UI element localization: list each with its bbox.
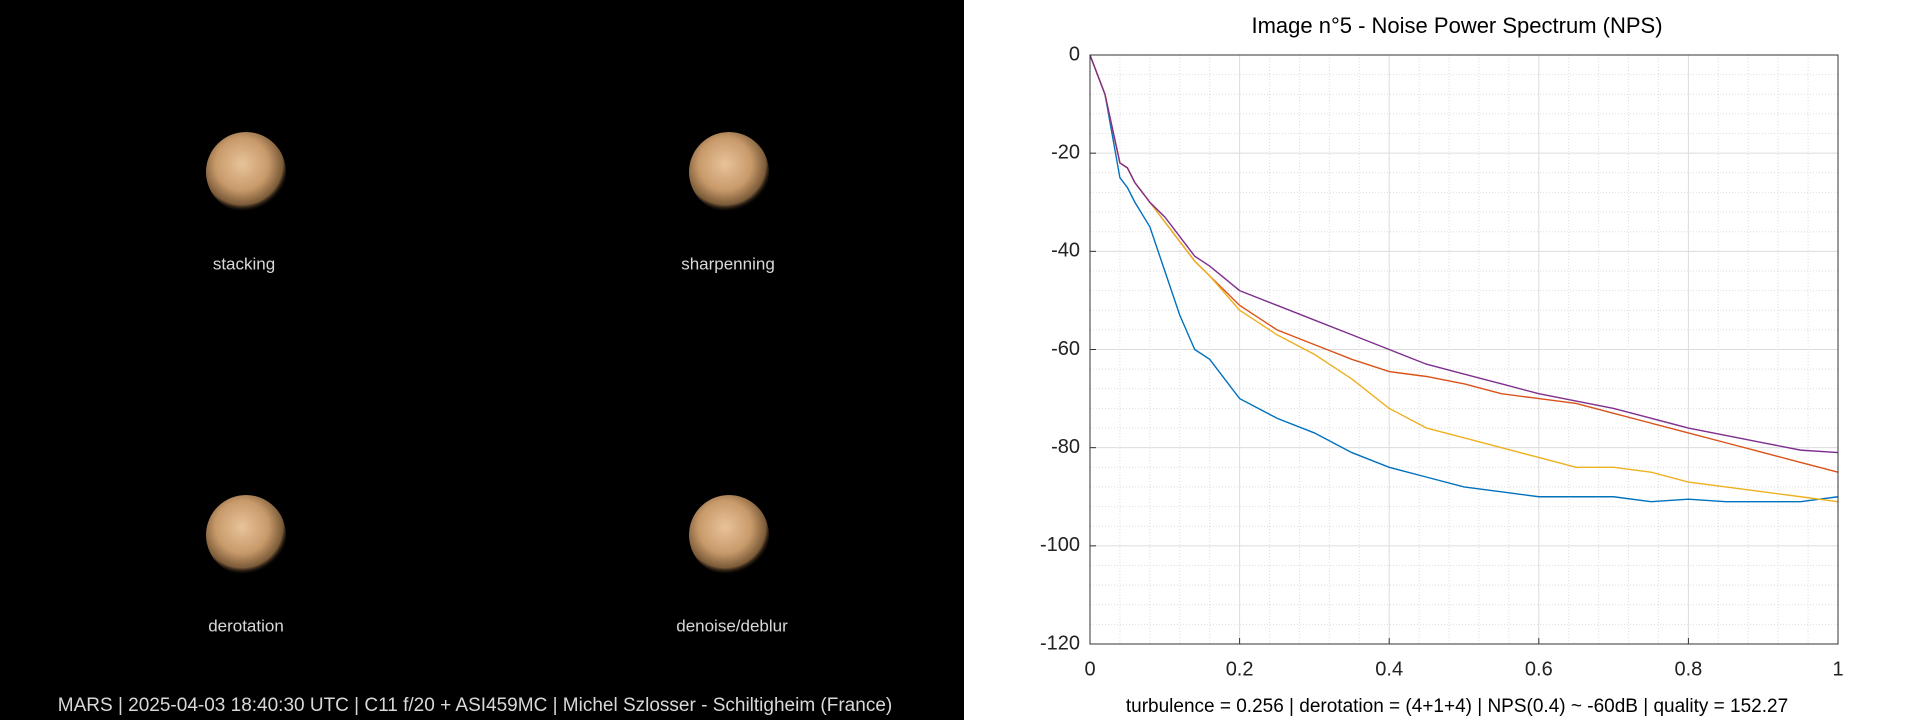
y-tick-label: -120 [1040, 632, 1080, 654]
panel-label: sharpenning [681, 254, 775, 273]
planet-image [689, 132, 769, 212]
x-tick-label: 0.6 [1525, 658, 1553, 680]
panel-label: denoise/deblur [676, 616, 788, 635]
x-tick-label: 0.8 [1674, 658, 1702, 680]
x-tick-label: 0.2 [1226, 658, 1254, 680]
chart-annotation: turbulence = 0.256 | derotation = (4+1+4… [1126, 696, 1788, 717]
series-line [1089, 54, 1839, 503]
chart-title: Image n°5 - Noise Power Spectrum (NPS) [1251, 13, 1662, 38]
y-tick-label: -60 [1051, 338, 1080, 360]
image-panel [0, 0, 964, 720]
series-line [1089, 54, 1839, 454]
planet-image [689, 495, 769, 575]
y-tick-label: 0 [1069, 43, 1080, 65]
caption: MARS | 2025-04-03 18:40:30 UTC | C11 f/2… [58, 695, 892, 716]
chart: Image n°5 - Noise Power Spectrum (NPS) t… [1040, 13, 1844, 717]
x-tick-label: 1 [1832, 658, 1843, 680]
y-tick-label: -20 [1051, 141, 1080, 163]
y-tick-label: -100 [1040, 534, 1080, 556]
x-tick-label: 0.4 [1375, 658, 1403, 680]
y-tick-label: -80 [1051, 436, 1080, 458]
panel-label: derotation [208, 616, 284, 635]
x-tick-label: 0 [1084, 658, 1095, 680]
y-tick-label: -40 [1051, 240, 1080, 262]
plot-frame [1089, 54, 1839, 645]
panel-label: stacking [213, 254, 275, 273]
planet-image [206, 495, 286, 575]
planet-image [206, 132, 286, 212]
